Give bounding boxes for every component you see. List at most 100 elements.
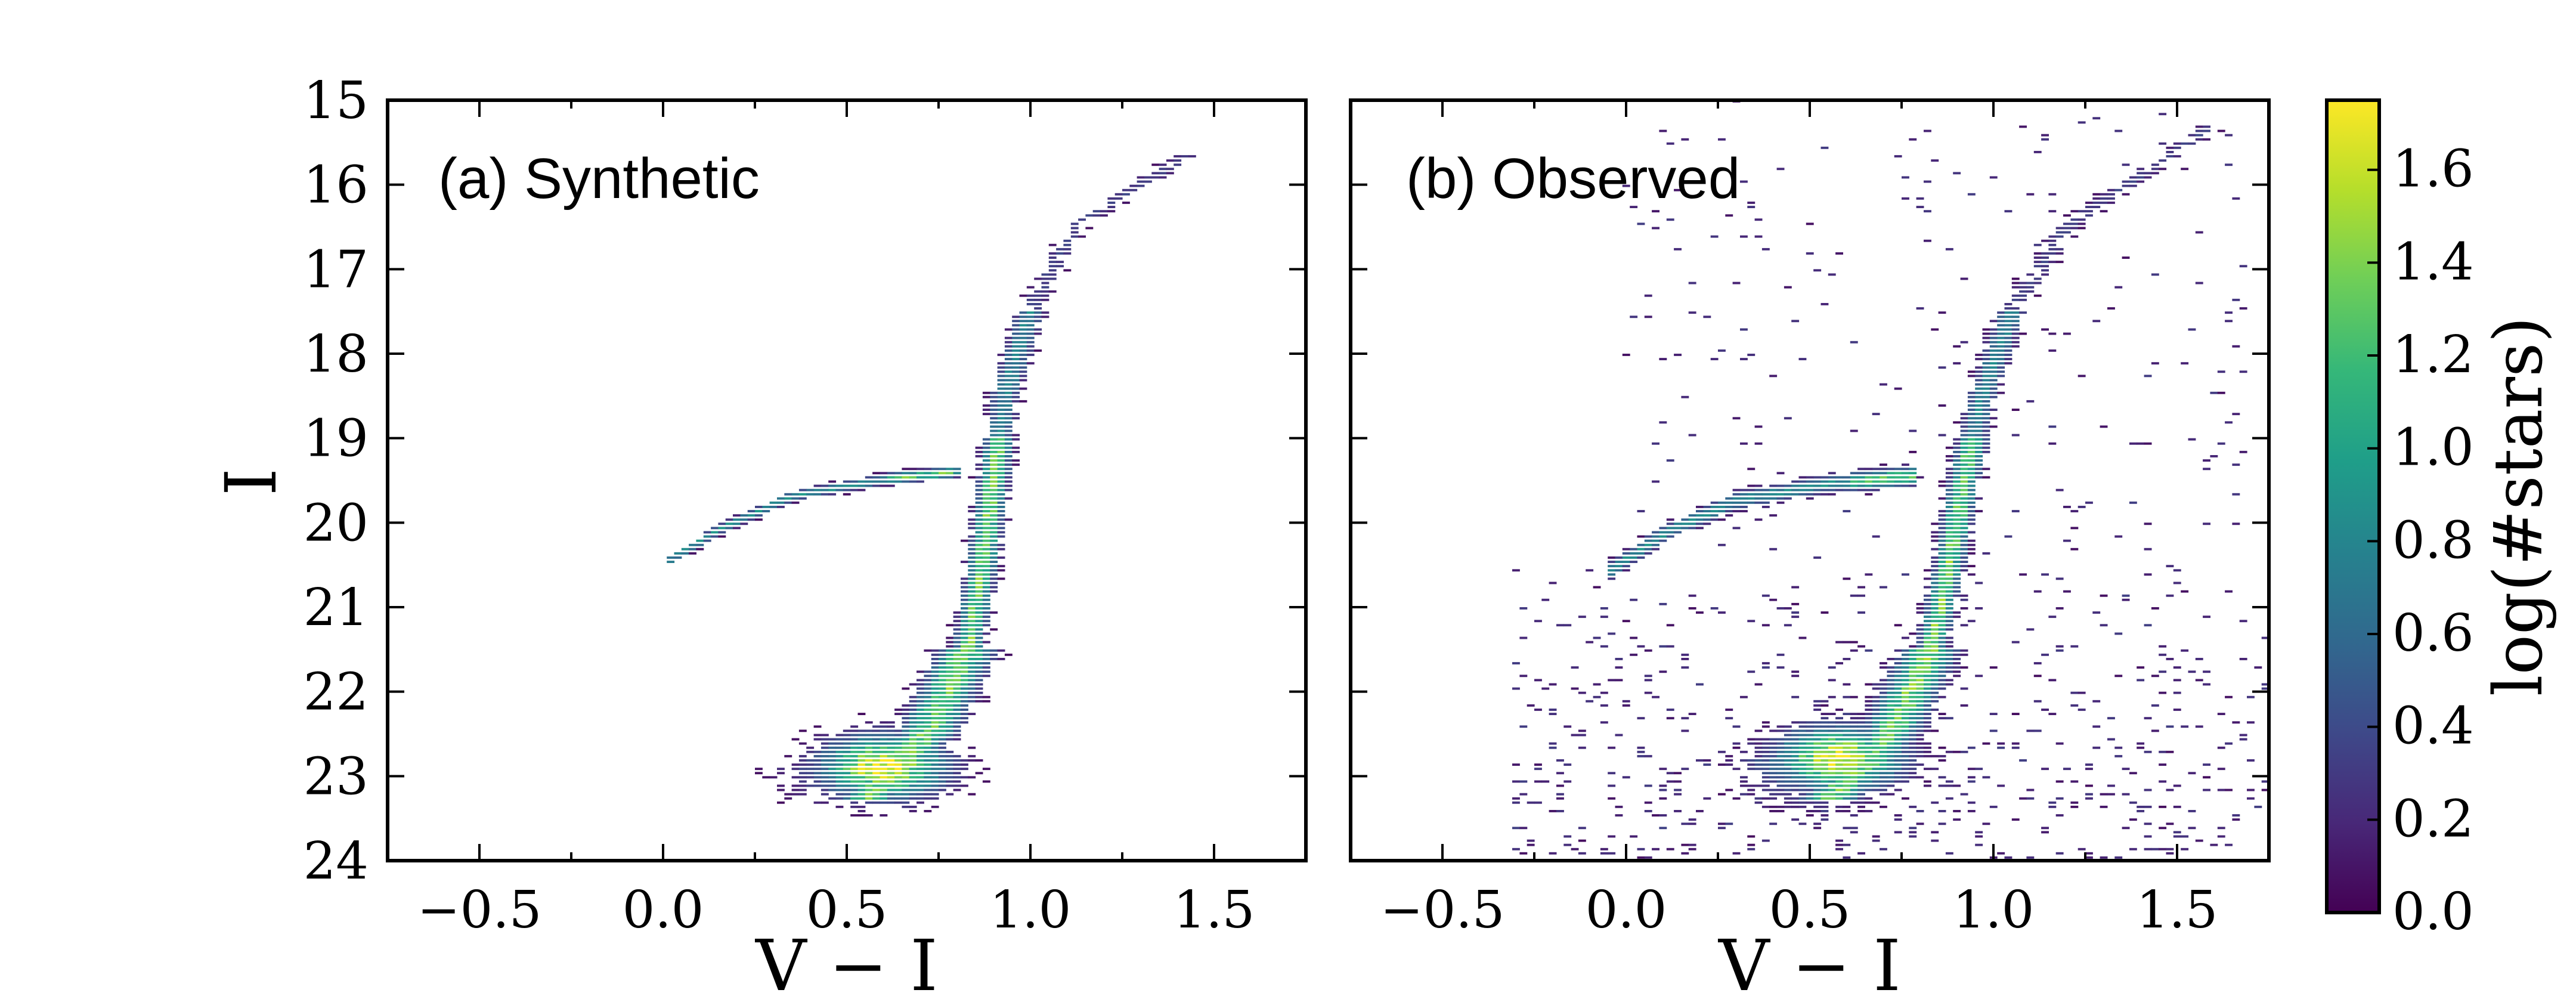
hess-bin [1967,400,1976,403]
hess-bin [1754,784,1763,787]
hess-bin [850,759,859,762]
hess-bin [1880,848,1887,851]
hess-bin [2129,772,2137,775]
hess-bin [1924,754,1931,757]
hess-bin [1137,176,1145,179]
hess-bin [1798,784,1807,787]
hess-bin [1938,776,1946,779]
hess-bin [1865,788,1873,791]
hess-bin [689,552,696,555]
hess-bin [880,476,888,479]
hess-bin [975,670,983,673]
hess-bin [835,788,844,791]
hess-bin [1967,518,1976,521]
hess-bin [1725,497,1733,500]
hess-bin [997,493,1005,496]
hess-bin [1586,700,1594,703]
hess-bin [1953,488,1961,491]
hess-bin [953,653,961,656]
hess-bin [1012,438,1020,441]
hess-bin [1997,742,2005,745]
hess-bin [931,729,939,732]
hess-bin [1887,746,1895,749]
hess-bin [1063,243,1072,246]
hess-bin [1945,670,1953,673]
hess-bin [1835,784,1843,787]
hess-bin [887,768,895,771]
hess-bin [1041,290,1049,293]
hess-bin [1659,827,1667,830]
hess-bin [1967,391,1976,394]
hess-bin [975,522,983,525]
hess-bin [961,611,968,614]
hess-bin [1857,793,1865,796]
hess-bin [961,763,968,766]
hess-bin [1945,679,1953,682]
hess-bin [1960,624,1968,627]
hess-bin [931,754,939,757]
hess-bin [1004,354,1013,356]
hess-bin [975,683,983,686]
hess-bin [1850,649,1858,652]
hess-bin [1019,366,1027,369]
hess-bin [872,788,880,791]
hess-bin [953,476,961,479]
hess-bin [1857,772,1865,775]
x-tick-label: 1.0 [990,880,1072,940]
hess-bin [1945,577,1953,580]
hess-bin [1960,421,1968,424]
hess-bin [1703,506,1711,508]
hess-bin [798,759,807,762]
hess-bin [1813,484,1822,487]
hess-bin [1902,704,1909,707]
hess-bin [857,784,866,787]
hess-bin [1945,852,1953,855]
hess-bin [850,729,859,732]
hess-bin [1820,772,1829,775]
hess-bin [931,742,939,745]
hess-bin [1960,429,1968,432]
hess-bin [2048,679,2057,682]
hess-bin [953,472,961,475]
hess-bin [2011,328,2020,331]
hess-bin [1975,510,1983,512]
hess-bin [1880,695,1887,698]
hess-bin [1960,341,1968,344]
hess-bin [1835,843,1843,846]
hess-bin [1931,641,1939,644]
hess-bin [2077,709,2086,711]
hess-bin [1710,514,1719,517]
hess-bin [887,721,895,724]
hess-bin [1681,717,1689,720]
hess-bin [939,750,946,753]
hess-bin [990,539,998,542]
hess-bin [1887,679,1895,682]
hess-bin [946,636,954,639]
hess-bin [1880,721,1887,724]
hess-bin [924,709,932,711]
hess-bin [1938,561,1946,563]
hess-bin [1820,729,1829,732]
hess-bin [1835,805,1843,808]
hess-bin [2033,243,2042,246]
hess-bin [850,488,859,491]
hess-bin [1931,569,1939,572]
hess-bin [1894,155,1902,157]
hess-bin [997,421,1005,424]
hess-bin [975,590,983,593]
hess-bin [1666,518,1674,521]
hess-bin [1894,658,1902,660]
hess-bin [917,683,924,686]
hess-bin [1652,535,1659,538]
hess-bin [1989,409,1998,411]
hess-bin [990,527,998,530]
hess-bin [924,472,932,475]
hess-bin [982,666,990,669]
hess-bin [1725,510,1733,512]
hess-bin [909,468,917,471]
hess-bin [1843,754,1851,757]
hess-bin [1931,700,1939,703]
hess-bin [1798,780,1807,783]
hess-bin [982,527,990,530]
hess-bin [1865,476,1873,479]
